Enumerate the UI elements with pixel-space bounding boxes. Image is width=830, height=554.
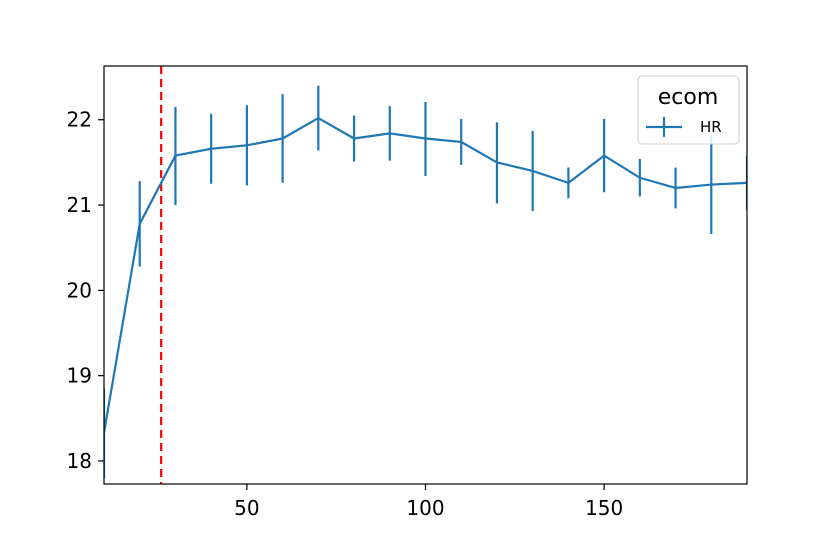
data-point <box>460 140 463 144</box>
legend-label-hr: HR <box>700 118 722 136</box>
data-point <box>531 169 534 173</box>
data-point <box>317 116 320 120</box>
data-point <box>710 183 713 186</box>
y-tick-label: 21 <box>67 193 92 217</box>
x-tick-label: 150 <box>585 496 623 520</box>
data-point <box>638 176 641 179</box>
y-tick-label: 22 <box>67 108 92 132</box>
y-tick-label: 18 <box>67 449 92 473</box>
legend-title: ecom <box>658 85 719 110</box>
data-point <box>245 144 248 147</box>
data-point <box>424 137 427 140</box>
data-point <box>388 132 391 135</box>
x-tick-label: 100 <box>406 496 444 520</box>
data-point <box>674 186 677 190</box>
data-point <box>281 137 284 140</box>
data-point <box>495 161 499 164</box>
data-point <box>210 147 213 150</box>
x-tick-label: 50 <box>234 496 259 520</box>
y-tick-label: 19 <box>67 364 92 388</box>
data-point <box>174 154 177 157</box>
data-point <box>138 222 141 225</box>
data-point <box>603 154 606 157</box>
legend: ecom HR <box>637 75 740 145</box>
data-point <box>567 181 570 184</box>
data-point <box>352 137 356 140</box>
y-tick-label: 20 <box>67 278 92 302</box>
